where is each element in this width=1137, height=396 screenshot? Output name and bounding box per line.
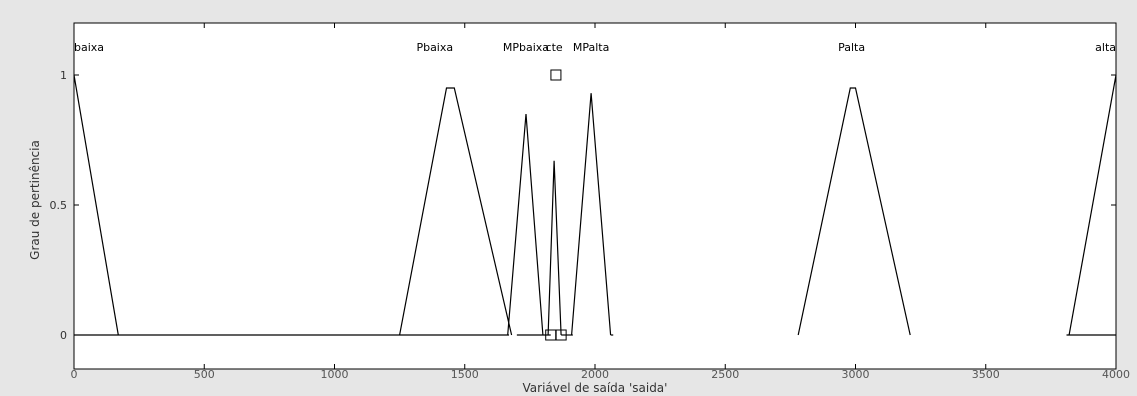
x-tick-label: 2500 xyxy=(711,368,739,381)
curve-MPalta xyxy=(571,93,612,336)
y-axis-label: Grau de pertinência xyxy=(28,140,42,260)
x-axis-label: Variável de saída 'saida' xyxy=(523,381,668,395)
curve-label-MPbaixa: MPbaixa xyxy=(503,41,549,54)
y-tick-label: 1 xyxy=(60,69,67,82)
curve-alta xyxy=(1068,74,1117,336)
x-tick-label: 3000 xyxy=(842,368,870,381)
curve-label-Pbaixa: Pbaixa xyxy=(416,41,453,54)
axis-ticks xyxy=(73,23,1117,369)
membership-curves xyxy=(73,74,1117,336)
x-tick-label: 0 xyxy=(71,368,78,381)
x-tick-label: 4000 xyxy=(1102,368,1130,381)
curve-label-MPalta: MPalta xyxy=(573,41,609,54)
y-tick-labels: 00.51 xyxy=(50,69,68,342)
plot-area xyxy=(73,22,1117,370)
x-tick-labels: 0 500 1000 1500 2000 2500 3000 3500 4000 xyxy=(71,368,1131,381)
curve-label-cte: cte xyxy=(546,41,563,54)
x-tick-label: 2000 xyxy=(581,368,609,381)
y-tick-label: 0.5 xyxy=(50,199,68,212)
curve-Pbaixa xyxy=(399,87,513,336)
x-tick-label: 3500 xyxy=(972,368,1000,381)
curve-label-Palta: Palta xyxy=(838,41,865,54)
selection-marker[interactable] xyxy=(555,329,567,341)
x-tick-label: 500 xyxy=(194,368,215,381)
curve-label-baixa: baixa xyxy=(74,41,104,54)
curve-cte xyxy=(547,160,562,336)
y-tick-label: 0 xyxy=(60,329,67,342)
curve-label-alta: alta xyxy=(1095,41,1116,54)
selection-marker[interactable] xyxy=(550,69,562,81)
curve-baixa xyxy=(73,74,119,336)
x-tick-label: 1000 xyxy=(321,368,349,381)
selection-markers xyxy=(545,69,567,341)
curve-Palta xyxy=(797,87,911,336)
x-tick-label: 1500 xyxy=(451,368,479,381)
curve-MPbaixa xyxy=(507,113,544,336)
